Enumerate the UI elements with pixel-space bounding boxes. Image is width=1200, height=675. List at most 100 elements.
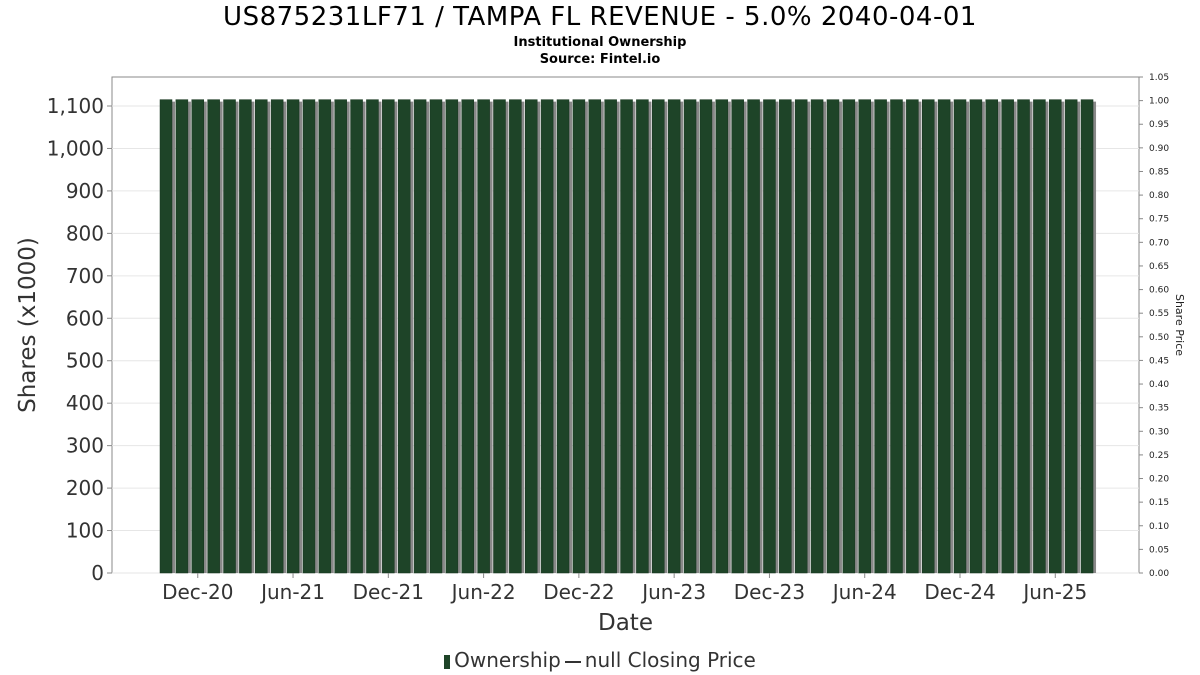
y2-tick-label: 0.20	[1149, 475, 1169, 485]
y2-axis-title: Share Price	[1173, 294, 1186, 356]
ownership-bar	[1033, 99, 1046, 574]
y-tick-label: 500	[66, 349, 104, 373]
ownership-bar	[1049, 99, 1062, 574]
ownership-bar	[763, 99, 776, 574]
ownership-bar	[540, 99, 554, 574]
ownership-bar	[286, 99, 300, 574]
axes	[107, 76, 1143, 578]
y-tick-label: 800	[66, 221, 104, 245]
ownership-bar	[334, 99, 347, 574]
ownership-bar	[207, 99, 220, 574]
x-tick-label: Jun-24	[831, 580, 897, 604]
ownership-bar	[969, 99, 983, 574]
y2-tick-label: 0.65	[1149, 262, 1169, 272]
ownership-bar	[779, 99, 792, 574]
ownership-bar	[921, 99, 935, 574]
ownership-bar	[302, 99, 316, 574]
y2-tick-label: 0.45	[1149, 356, 1169, 366]
ownership-bar	[731, 99, 744, 574]
ownership-bar	[429, 99, 443, 574]
ownership-bar	[906, 99, 919, 574]
ownership-bar	[556, 99, 570, 574]
ownership-bar	[1017, 99, 1030, 574]
y2-tick-label: 0.35	[1149, 404, 1169, 414]
y-tick-label: 600	[66, 306, 104, 330]
x-tick-label: Dec-20	[162, 580, 233, 604]
ownership-bar	[604, 99, 617, 574]
ownership-bar	[382, 99, 395, 574]
y2-tick-label: 0.95	[1149, 120, 1169, 130]
ownership-bar	[1001, 99, 1014, 574]
x-axis-title: Date	[598, 610, 653, 636]
y2-tick-label: 0.85	[1149, 167, 1169, 177]
x-tick-label: Dec-24	[924, 580, 995, 604]
ownership-bar	[493, 99, 506, 574]
ownership-bar	[413, 99, 427, 574]
x-tick-label: Dec-23	[734, 580, 805, 604]
ownership-bar	[366, 99, 379, 574]
ownership-bar	[667, 99, 681, 574]
chart-source: Source: Fintel.io	[539, 52, 661, 67]
ownership-bar	[588, 99, 602, 574]
y2-tick-label: 0.00	[1149, 569, 1169, 579]
y-axis-title: Shares (x1000)	[15, 237, 41, 413]
y-tick-label: 900	[66, 179, 104, 203]
ownership-bar	[524, 99, 538, 574]
ownership-bar	[191, 99, 205, 574]
y2-tick-label: 0.30	[1149, 427, 1169, 437]
ownership-bar	[397, 99, 411, 574]
y2-tick-label: 1.05	[1149, 73, 1169, 83]
x-tick-label: Dec-21	[353, 580, 424, 604]
ownership-bar	[223, 99, 236, 574]
ownership-bar	[794, 99, 808, 574]
y-tick-label: 200	[66, 476, 104, 500]
ownership-bar	[858, 99, 871, 574]
y2-tick-label: 0.15	[1149, 498, 1169, 508]
y2-tick-label: 0.10	[1149, 522, 1169, 532]
ownership-bar	[683, 99, 697, 574]
y-tick-label: 100	[66, 519, 104, 543]
y2-tick-label: 1.00	[1149, 97, 1169, 107]
ownership-bar	[445, 99, 459, 574]
y2-tick-label: 0.05	[1149, 545, 1169, 555]
y2-tick-label: 0.90	[1149, 144, 1169, 154]
ownership-bar	[699, 99, 713, 574]
y-tick-label: 300	[66, 434, 104, 458]
y2-tick-label: 0.50	[1149, 333, 1169, 343]
ownership-bar	[1080, 99, 1094, 574]
ownership-bar	[175, 99, 189, 574]
y-tick-label: 400	[66, 391, 104, 415]
x-tick-label: Jun-22	[450, 580, 516, 604]
y-tick-label: 700	[66, 264, 104, 288]
y2-tick-label: 0.40	[1149, 380, 1169, 390]
ownership-bar	[747, 99, 760, 574]
ownership-bar	[620, 99, 633, 574]
ownership-bar	[953, 99, 967, 574]
y2-tick-label: 0.55	[1149, 309, 1169, 319]
y2-tick-label: 0.75	[1149, 215, 1169, 225]
y-tick-label: 1,100	[47, 94, 104, 118]
chart-subtitle: Institutional Ownership	[513, 35, 687, 50]
ownership-bar	[572, 99, 586, 574]
price-legend-line	[564, 660, 581, 663]
legend: Ownership null Closing Price	[0, 648, 1200, 672]
y-tick-label: 0	[91, 561, 104, 585]
ownership-bar	[270, 99, 284, 574]
ownership-chart: 0 100 200 300 400 500 600 700 800 900 1,000 1,100 0.…	[15, 73, 1186, 636]
y2-tick-label: 0.25	[1149, 451, 1169, 461]
ownership-bar	[842, 99, 856, 574]
y2-tick-label: 0.60	[1149, 286, 1169, 296]
ownership-bar	[159, 99, 173, 574]
ownership-bar	[255, 99, 268, 574]
ownership-bar	[810, 99, 824, 574]
ownership-bar	[1064, 99, 1078, 574]
ownership-legend-label: Ownership	[454, 648, 561, 672]
ownership-bar	[874, 99, 887, 574]
ownership-bar	[652, 99, 665, 574]
y-tick-label: 1,000	[47, 136, 104, 160]
x-tick-label: Jun-25	[1021, 580, 1087, 604]
y2-tick-label: 0.80	[1149, 191, 1169, 201]
x-tick-label: Dec-22	[543, 580, 614, 604]
ownership-bar	[826, 99, 840, 574]
ownership-bar	[890, 99, 903, 574]
